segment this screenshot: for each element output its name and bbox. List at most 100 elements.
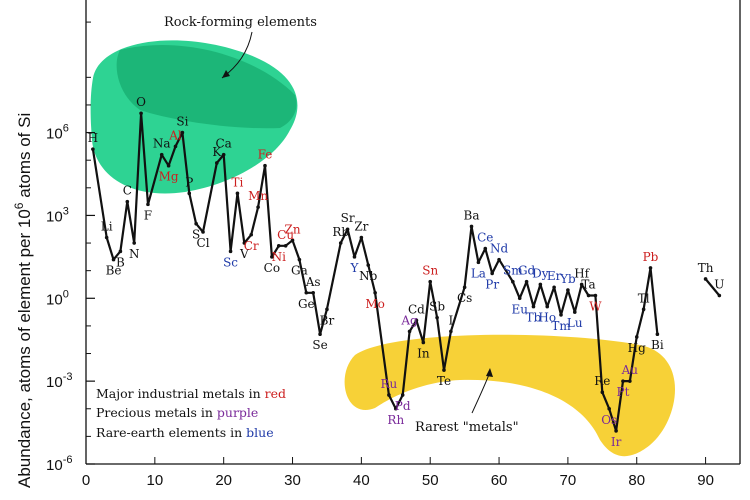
label-cs: Cs <box>457 291 472 305</box>
x-tick-label: 40 <box>353 472 370 489</box>
label-la: La <box>471 266 486 280</box>
label-h: H <box>88 131 98 145</box>
point-tb <box>531 304 536 309</box>
point-zn <box>290 238 295 243</box>
point-cd <box>414 318 419 323</box>
label-nd: Nd <box>490 242 509 256</box>
legend-industrial: Major industrial metals in red <box>96 386 286 401</box>
point-nd <box>497 257 501 262</box>
point-fe <box>263 163 267 168</box>
point-be <box>111 257 116 262</box>
point-hg <box>634 335 639 339</box>
label-sb: Sb <box>429 300 445 314</box>
label-cr: Cr <box>244 239 259 253</box>
label-sc: Sc <box>223 255 238 269</box>
point-hf <box>579 282 584 287</box>
point-w <box>593 293 598 298</box>
point-cs <box>462 285 467 290</box>
label-rb: Rb <box>332 225 349 239</box>
label-i: I <box>448 313 453 327</box>
point-pb <box>648 266 653 270</box>
ticks-layer: 0 10 20 30 40 50 60 70 80 90 106 103 100 10-3 10-6 <box>46 21 714 489</box>
label-n: N <box>129 247 140 261</box>
label-y: Y <box>350 261 360 275</box>
label-ti: Ti <box>232 175 244 189</box>
label-zn: Zn <box>284 222 300 236</box>
y-tick-label: 10-6 <box>46 454 72 474</box>
point-mn <box>256 205 260 209</box>
point-ba <box>469 224 474 229</box>
label-dy: Dy <box>532 266 549 280</box>
series-line <box>704 278 721 297</box>
label-v: V <box>239 247 249 261</box>
point-la <box>476 260 481 265</box>
point-te <box>442 368 446 372</box>
point-tm <box>559 313 563 317</box>
point-as <box>311 290 315 295</box>
label-na: Na <box>153 137 171 151</box>
x-tick-label: 0 <box>82 472 90 489</box>
x-tick-label: 20 <box>215 472 232 489</box>
point-eu <box>517 296 522 301</box>
point-sn <box>428 279 433 284</box>
label-mg: Mg <box>159 170 179 184</box>
label-u: U <box>714 278 724 292</box>
point-sc <box>228 249 233 254</box>
label-ni: Ni <box>272 250 287 264</box>
label-k: K <box>212 145 222 159</box>
point-nb <box>366 263 371 267</box>
point-se <box>318 332 322 336</box>
point-yb <box>566 288 570 292</box>
rock-forming-region-inner <box>116 45 297 129</box>
label-yb: Yb <box>559 272 576 286</box>
point-o <box>139 111 143 116</box>
label-pb: Pb <box>643 250 659 264</box>
point-lu <box>572 310 577 314</box>
label-tb: Tb <box>526 311 542 325</box>
y-tick-label: 103 <box>46 205 69 225</box>
point-pr <box>490 271 494 276</box>
x-tick-label: 80 <box>628 472 645 489</box>
y-tick-label: 100 <box>46 288 69 308</box>
point-cr <box>249 232 254 237</box>
point-sb <box>435 315 439 320</box>
point-na <box>159 152 164 157</box>
x-tick-label: 10 <box>146 472 163 489</box>
point-ge <box>304 290 309 295</box>
point-mo <box>373 290 377 295</box>
x-tick-label: 60 <box>491 472 508 489</box>
label-ce: Ce <box>477 231 493 245</box>
label-ir: Ir <box>611 435 622 449</box>
label-au: Au <box>621 363 639 377</box>
label-tl: Tl <box>638 291 650 305</box>
label-b: B <box>116 255 125 269</box>
label-gd: Gd <box>518 264 536 278</box>
label-tm: Tm <box>551 319 571 333</box>
label-cd: Cd <box>408 302 425 316</box>
label-c: C <box>123 184 132 198</box>
x-tick-label: 90 <box>697 472 714 489</box>
point-br <box>325 307 329 312</box>
label-in: In <box>417 346 430 360</box>
x-tick-label: 30 <box>284 472 301 489</box>
label-bi: Bi <box>651 338 664 352</box>
point-b <box>118 249 123 254</box>
point-ga <box>297 257 302 262</box>
point-au <box>628 379 632 383</box>
label-f: F <box>144 208 152 222</box>
label-ba: Ba <box>464 208 480 222</box>
point-zr <box>359 235 364 240</box>
rarest-metals-arrowhead <box>486 368 493 377</box>
point-tl <box>641 307 646 312</box>
y-tick-label: 10-3 <box>46 371 72 391</box>
point-ta <box>586 293 591 298</box>
point-k <box>215 161 219 165</box>
label-co: Co <box>264 261 280 275</box>
point-gd <box>524 279 529 284</box>
label-p: P <box>185 175 193 189</box>
point-v <box>242 241 247 245</box>
point-s <box>194 221 198 226</box>
rock-forming-annotation: Rock-forming elements <box>164 15 317 30</box>
rock-forming-arrowhead <box>222 70 230 78</box>
